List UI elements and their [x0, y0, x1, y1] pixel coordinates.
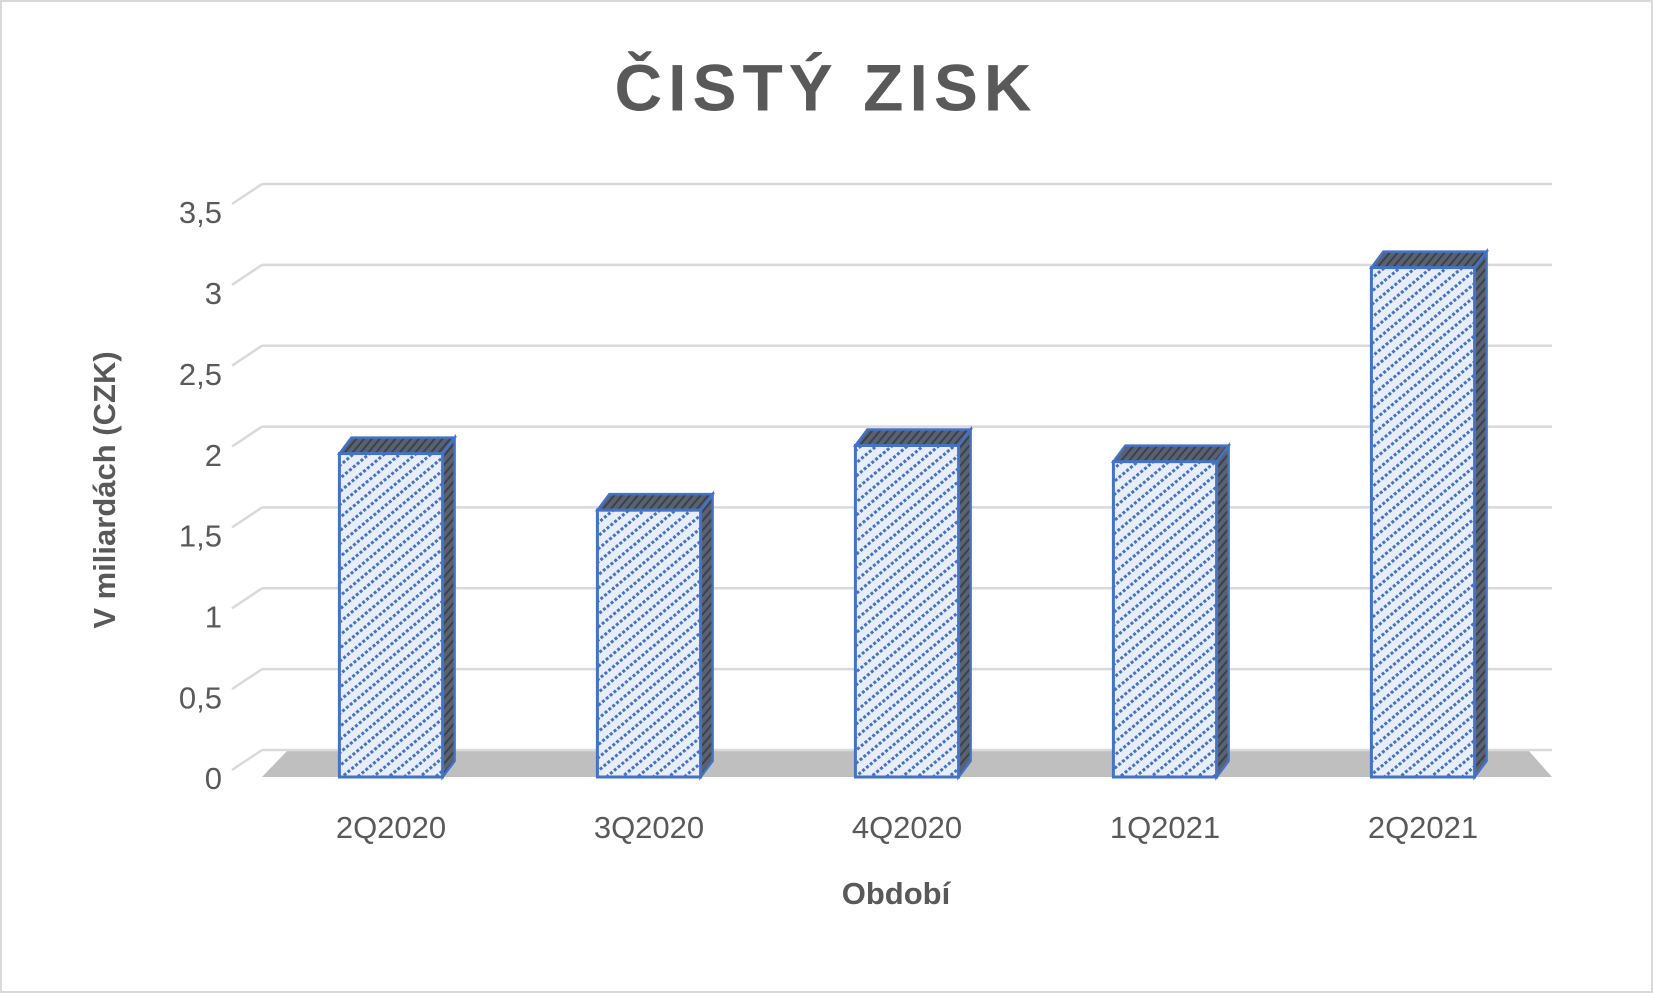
x-tick-label: 2Q2021	[1368, 810, 1478, 845]
bar-side	[441, 433, 456, 781]
bar	[337, 452, 445, 779]
bar-side	[957, 425, 972, 781]
bar-top	[852, 428, 974, 447]
y-tick-label: 1	[205, 599, 222, 634]
bar-side	[1473, 247, 1488, 781]
x-tick-label: 2Q2020	[336, 810, 446, 845]
grid-line	[231, 263, 263, 286]
bar-top	[594, 492, 716, 512]
y-tick-label: 1,5	[179, 519, 222, 554]
grid-line	[231, 425, 263, 448]
y-tick-label: 0,5	[179, 680, 222, 715]
bar	[1111, 460, 1219, 779]
grid-line	[231, 344, 263, 367]
chart-title: ČISTÝ ZISK	[614, 50, 1037, 124]
grid-line	[231, 182, 263, 206]
bar	[595, 508, 703, 779]
grid-line	[231, 506, 263, 529]
grid-line	[231, 587, 263, 610]
bar-side	[1215, 441, 1230, 781]
y-tick-label: 2	[205, 438, 222, 473]
y-axis-label: V miliardách (CZK)	[87, 351, 122, 628]
bar-side	[699, 490, 714, 781]
bar-top	[1110, 444, 1232, 463]
y-tick-label: 0	[205, 761, 222, 796]
y-tick-label: 3,5	[179, 195, 222, 230]
bar	[1369, 266, 1477, 779]
x-tick-label: 3Q2020	[594, 810, 704, 845]
bar-top	[1368, 250, 1490, 269]
grid-line	[231, 748, 263, 772]
bar	[853, 443, 961, 779]
y-tick-label: 2,5	[179, 357, 222, 392]
grid-line	[231, 668, 263, 691]
x-tick-label: 4Q2020	[852, 810, 962, 845]
y-tick-label: 3	[205, 276, 222, 311]
x-tick-label: 1Q2021	[1110, 810, 1220, 845]
bar-top	[336, 436, 458, 455]
x-axis-label: Období	[842, 876, 952, 911]
